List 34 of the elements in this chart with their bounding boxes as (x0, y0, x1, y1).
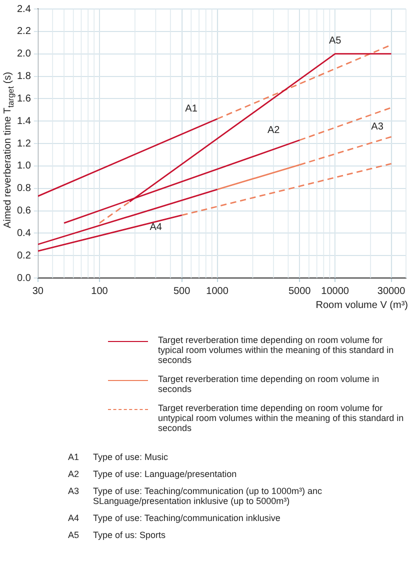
x-tick-label: 1000 (206, 286, 229, 297)
y-tick-label: 0.4 (16, 228, 32, 239)
legend-label: Target reverberation time depending on room volume for typical room volumes within the meaning of this standard in seconds (158, 335, 395, 365)
y-tick-label: 0.8 (16, 183, 32, 194)
x-axis-title: Room volume V (m³) (316, 300, 408, 311)
text: A4 Type of use: Teaching/communication inklusive (68, 513, 280, 523)
annotation: A2 (268, 124, 280, 136)
y-tick-label: 1.6 (16, 93, 32, 104)
y-tick-label: 0.0 (16, 272, 32, 284)
legend-label: Target reverberation time depending on room volume for untypical room volumes within the meaning of this standard in seconds (158, 403, 405, 433)
annotation: A1 (185, 104, 198, 115)
y-tick-label: 2.0 (16, 48, 32, 60)
x-tick-label: 100 (91, 286, 108, 297)
y-tick-label: 2.4 (16, 4, 32, 15)
y-tick-label: 2.2 (16, 26, 32, 38)
text: A2 Type of use: Language/presentation (68, 469, 237, 479)
text: A5 Type of us: Sports (68, 530, 166, 540)
annotation: A5 (328, 36, 342, 47)
annotation: A4 (150, 222, 162, 233)
x-tick-label: 30 (32, 286, 44, 297)
x-tick-label: 30000 (377, 286, 406, 297)
y-tick-label: 1.0 (16, 160, 32, 172)
text: A3 Type of use: Teaching/communication (up to 1000m³) anc SLanguage/presentation inklusive (up to 5000m³) (68, 486, 322, 506)
text: A1 Type of use: Music (68, 452, 168, 462)
annotation: A3 (371, 122, 384, 133)
y-tick-label: 1.2 (16, 138, 32, 150)
legend-label: Target reverberation time depending on room volume in seconds (158, 374, 380, 394)
y-tick-label: 1.8 (16, 71, 32, 82)
y-tick-label: 0.2 (16, 250, 32, 262)
x-tick-label: 10000 (321, 286, 350, 297)
y-tick-label: 1.4 (16, 116, 32, 127)
y-tick-label: 0.6 (16, 206, 32, 216)
x-tick-label: 500 (173, 286, 191, 297)
x-tick-label: 5000 (288, 286, 312, 297)
